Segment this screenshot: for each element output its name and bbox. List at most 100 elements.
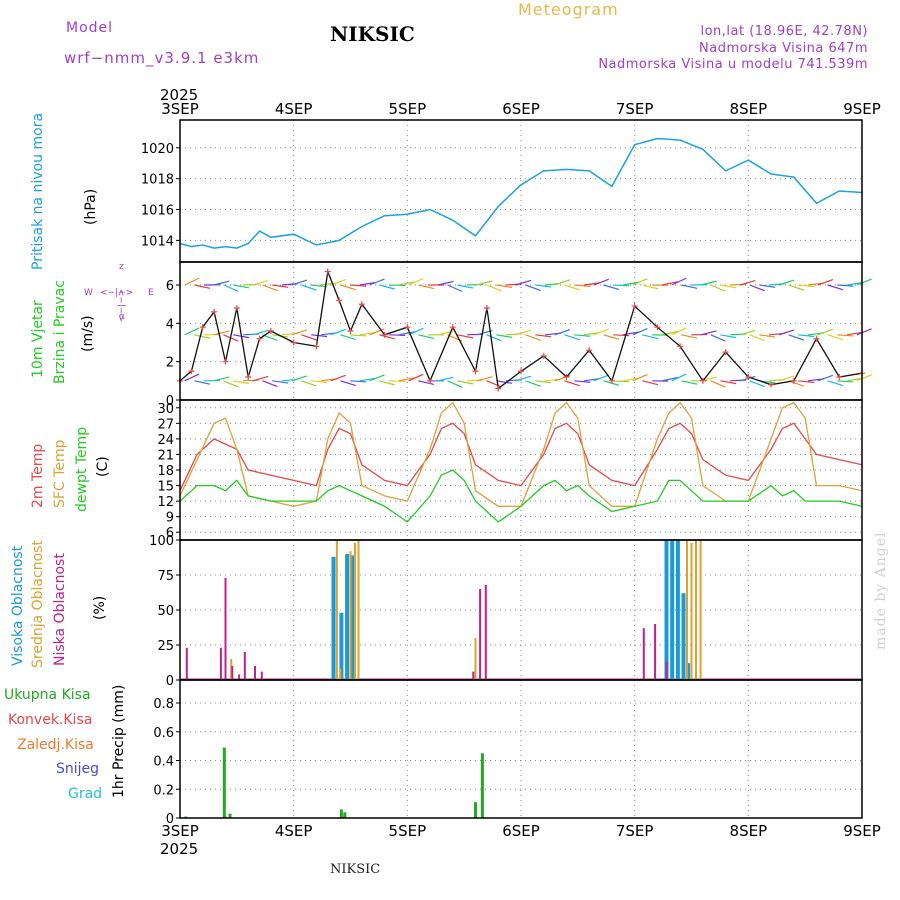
wind-gust-marker bbox=[518, 368, 524, 375]
wind-gust-marker bbox=[495, 385, 502, 392]
wind-gust-marker bbox=[211, 308, 218, 315]
low-cloud-bar bbox=[243, 652, 246, 680]
wind-arrow bbox=[359, 281, 376, 286]
wind-arrow bbox=[272, 284, 289, 288]
x-tick-label-top: 5SEP bbox=[389, 100, 427, 118]
wind-arrow bbox=[661, 330, 678, 336]
wind-gust-marker bbox=[324, 268, 331, 275]
wind-arrow bbox=[603, 334, 620, 340]
wind-arrow bbox=[554, 329, 571, 336]
wind-gust-marker bbox=[540, 352, 547, 359]
wind-speed-line bbox=[179, 269, 863, 390]
wind-arrow bbox=[184, 327, 200, 336]
high-cloud-bar bbox=[331, 556, 336, 680]
wind-arrow bbox=[369, 278, 385, 286]
wind-arrow bbox=[398, 281, 415, 286]
wind-gust-marker bbox=[313, 343, 320, 350]
wind-arrow bbox=[778, 375, 795, 382]
wind-arrow bbox=[739, 329, 756, 336]
x-tick-label-bottom: 3SEP bbox=[161, 822, 199, 840]
wind-arrow bbox=[515, 279, 532, 286]
wind-arrow bbox=[437, 376, 454, 382]
wind-arrow bbox=[389, 284, 406, 287]
wind-arrow bbox=[564, 380, 580, 387]
wind-arrow bbox=[476, 376, 493, 382]
wind-arrow bbox=[603, 380, 620, 386]
wind-gust-marker bbox=[631, 303, 638, 310]
low-cloud-bar bbox=[224, 577, 227, 680]
wind-gust-marker bbox=[563, 374, 570, 380]
wind-arrow bbox=[340, 380, 356, 387]
wind-gust-marker bbox=[427, 377, 434, 384]
wind-arrow bbox=[856, 328, 872, 336]
wind-gust-marker bbox=[449, 324, 456, 331]
mid-cloud-bar bbox=[686, 540, 688, 680]
wind-gust-marker bbox=[472, 368, 479, 375]
year-top: 2025 bbox=[160, 86, 198, 104]
wind-arrow bbox=[184, 277, 200, 286]
wind-arrow bbox=[291, 279, 308, 286]
wind-arrow bbox=[369, 374, 385, 382]
mid-cloud-bar bbox=[357, 540, 360, 680]
wind-arrow bbox=[681, 284, 698, 289]
wind-arrow bbox=[213, 330, 230, 336]
wind-arrow bbox=[574, 334, 591, 337]
wind-arrow bbox=[213, 376, 230, 382]
wind-arrow bbox=[525, 334, 541, 341]
wind-arrow bbox=[622, 281, 639, 286]
high-cloud-bar bbox=[681, 593, 686, 680]
wind-arrow bbox=[671, 373, 687, 382]
y-tick-label: 100 bbox=[149, 534, 174, 549]
panel-frame bbox=[179, 679, 863, 819]
wind-arrow bbox=[418, 284, 435, 290]
wind-arrow bbox=[369, 328, 385, 336]
wind-arrow bbox=[564, 284, 580, 291]
low-cloud-bar bbox=[260, 671, 263, 680]
wind-arrow bbox=[223, 284, 239, 292]
wind-arrow bbox=[642, 284, 659, 290]
temp-2m-line bbox=[179, 422, 863, 491]
low-cloud-bar bbox=[479, 589, 482, 680]
wind-gust-marker bbox=[836, 374, 843, 380]
pressure-line bbox=[179, 137, 863, 249]
wind-arrow bbox=[749, 334, 765, 342]
x-tick-label-top: 8SEP bbox=[730, 100, 768, 118]
wind-arrow bbox=[330, 374, 346, 382]
wind-gust-marker bbox=[290, 339, 297, 346]
model-elevation-label: Nadmorska Visina u modelu 741.539m bbox=[598, 57, 868, 72]
wind-arrow bbox=[846, 281, 863, 286]
wind-arrow bbox=[613, 284, 630, 287]
wind-arrow bbox=[213, 280, 230, 286]
low-cloud-bar bbox=[238, 674, 241, 680]
legend-frozen-precip: Zaledj.Kisa bbox=[17, 737, 94, 753]
low-cloud-bar bbox=[254, 666, 256, 680]
high-cloud-bar bbox=[670, 540, 675, 680]
wind-arrow bbox=[311, 284, 328, 288]
wind-arrow bbox=[496, 380, 513, 384]
wind-arrow bbox=[486, 380, 502, 388]
low-cloud-bar bbox=[231, 666, 234, 680]
total-precip-bar bbox=[474, 802, 477, 818]
wind-arrow bbox=[379, 284, 396, 290]
legend-graupel: Grad bbox=[68, 786, 103, 802]
wind-gust-marker bbox=[813, 335, 820, 342]
x-tick-label-bottom: 4SEP bbox=[275, 822, 313, 840]
y-tick-label: 0 bbox=[166, 394, 174, 409]
y-tick-label: 0.2 bbox=[153, 783, 174, 798]
wind-arrow bbox=[593, 328, 609, 336]
y-tick-label: 1014 bbox=[141, 234, 174, 249]
wind-arrow bbox=[252, 280, 269, 286]
wind-arrow bbox=[350, 380, 367, 383]
low-cloud-bar bbox=[185, 647, 188, 680]
wind-gust-marker bbox=[188, 368, 195, 375]
wind-arrow bbox=[700, 280, 717, 286]
wind-arrow bbox=[632, 374, 648, 382]
y-tick-label: 9 bbox=[166, 511, 174, 526]
wind-arrow bbox=[856, 374, 872, 382]
compass-z: z bbox=[119, 262, 124, 272]
total-precip-bar bbox=[222, 747, 226, 818]
wind-arrow bbox=[457, 284, 474, 289]
y-tick-label: 6 bbox=[166, 279, 174, 294]
wind-arrow bbox=[827, 380, 844, 387]
